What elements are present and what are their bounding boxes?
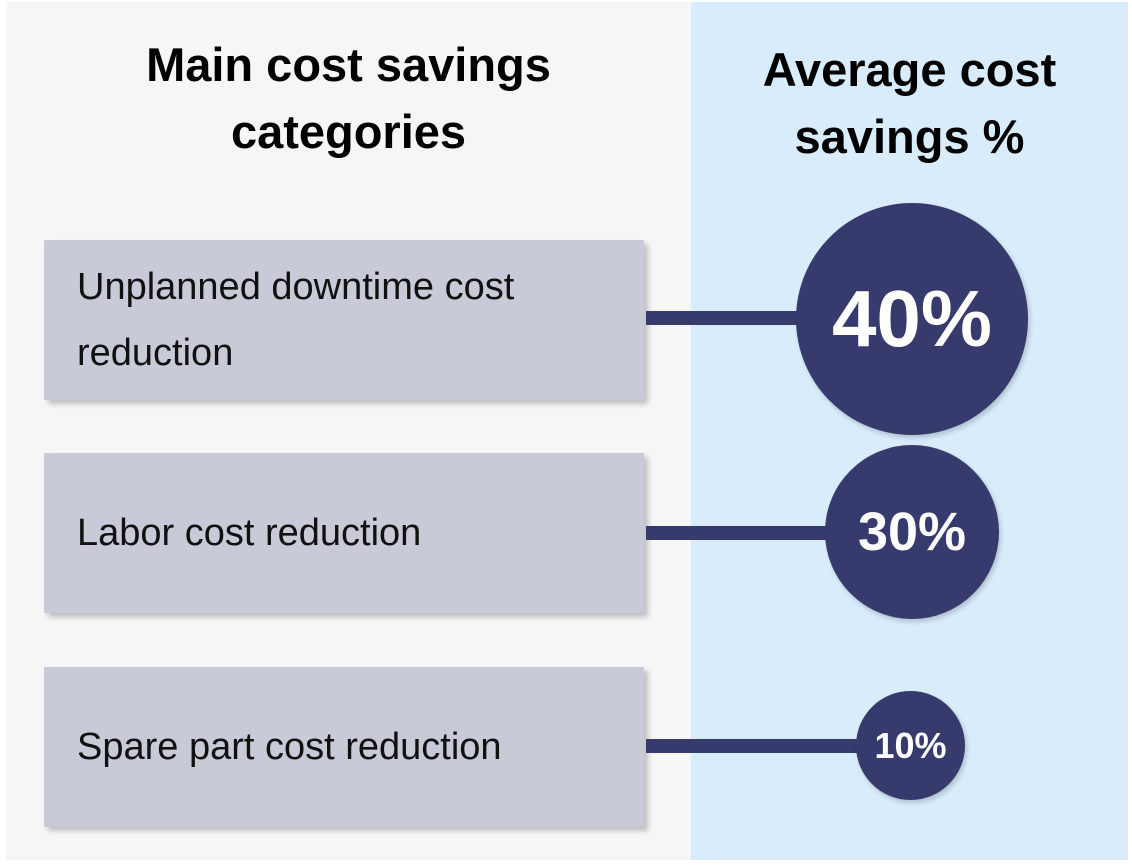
category-label: Spare part cost reduction	[77, 726, 502, 768]
connector-line	[646, 739, 868, 753]
categories-heading-line-2: categories	[230, 105, 467, 158]
savings-heading: Average cost savings %	[691, 36, 1128, 170]
connector-line	[646, 311, 816, 325]
value-bubble-30: 30%	[825, 445, 999, 619]
categories-heading-line-1: Main cost savings	[146, 38, 551, 91]
value-label: 40%	[831, 274, 993, 363]
savings-heading-line-1: Average cost	[762, 43, 1057, 96]
connector-line	[646, 526, 836, 540]
category-label: Unplanned downtime cost reduction	[77, 266, 515, 374]
value-label: 10%	[874, 724, 947, 766]
category-box-labor: Labor cost reduction	[44, 453, 644, 613]
value-bubble-40: 40%	[796, 203, 1028, 435]
value-bubble-10: 10%	[856, 691, 965, 800]
category-label: Labor cost reduction	[77, 512, 422, 554]
category-box-spare-part: Spare part cost reduction	[44, 667, 644, 827]
categories-heading: Main cost savings categories	[6, 31, 691, 165]
savings-heading-line-2: savings %	[794, 110, 1025, 163]
category-box-unplanned-downtime: Unplanned downtime cost reduction	[44, 240, 644, 400]
value-label: 30%	[857, 502, 967, 562]
